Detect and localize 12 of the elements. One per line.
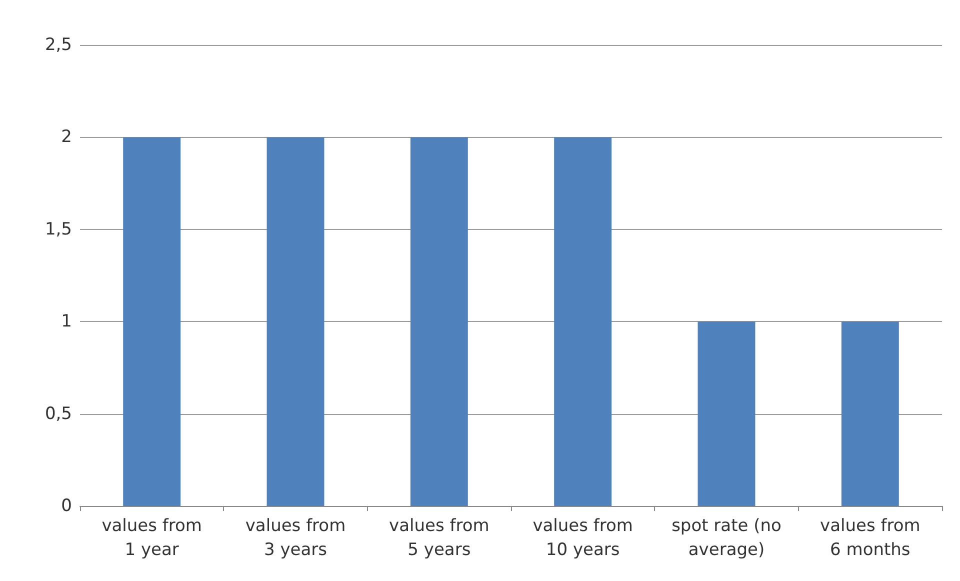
y-tick-label: 0,5 (44, 404, 72, 424)
y-tick-label: 2 (61, 127, 72, 148)
x-tick-label: values from 3 years (245, 516, 346, 560)
y-tick-label: 1,5 (44, 219, 72, 240)
x-tick-label: spot rate (no average) (672, 516, 782, 560)
y-tick-label: 2,5 (44, 35, 72, 55)
x-tick-label: values from 10 years (532, 516, 633, 560)
y-tick-label: 1 (61, 312, 72, 332)
x-tick-label: values from 5 years (389, 516, 490, 560)
y-tick-label: 0 (61, 496, 72, 516)
x-tick-label: values from 1 year (102, 516, 202, 560)
x-tick-label: values from 6 months (820, 516, 920, 560)
